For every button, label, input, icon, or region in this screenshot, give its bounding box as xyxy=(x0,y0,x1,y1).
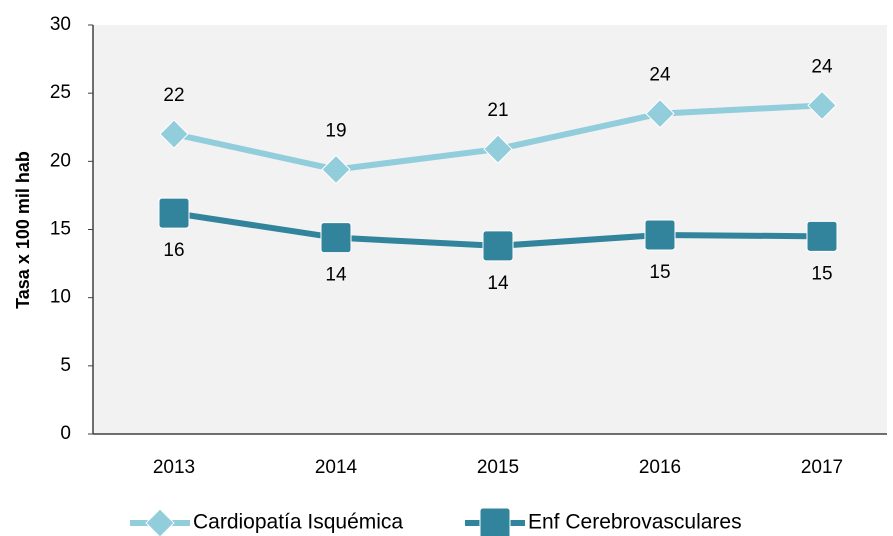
marker xyxy=(158,197,190,229)
data-label: 22 xyxy=(163,85,184,106)
legend-marker xyxy=(479,507,511,536)
x-tick-label: 2017 xyxy=(801,457,843,478)
legend-label: Enf Cerebrovasculares xyxy=(528,511,742,534)
marker xyxy=(482,230,514,262)
y-tick-label: 15 xyxy=(50,219,71,240)
legend-label: Cardiopatía Isquémica xyxy=(193,511,403,534)
marker xyxy=(806,220,838,252)
data-label: 24 xyxy=(811,56,833,77)
marker xyxy=(483,134,513,164)
x-tick-label: 2013 xyxy=(153,457,195,478)
data-label: 15 xyxy=(649,262,670,283)
marker xyxy=(321,154,351,185)
y-tick-label: 0 xyxy=(60,423,71,444)
data-label: 15 xyxy=(811,263,832,284)
y-tick-label: 10 xyxy=(50,287,71,308)
y-axis-label: Tasa x 100 mil hab xyxy=(13,151,33,309)
marker xyxy=(644,219,676,251)
x-tick-label: 2014 xyxy=(315,457,358,478)
plot-area xyxy=(93,25,887,434)
x-tick-label: 2015 xyxy=(477,457,519,478)
data-label: 21 xyxy=(487,100,508,121)
y-tick-label: 5 xyxy=(60,355,71,376)
data-label: 14 xyxy=(487,273,509,294)
legend-marker xyxy=(145,508,175,536)
marker xyxy=(645,98,675,129)
data-label: 24 xyxy=(649,65,671,86)
marker xyxy=(807,90,837,121)
marker xyxy=(159,119,189,149)
y-tick-label: 30 xyxy=(50,14,71,35)
data-label: 16 xyxy=(163,240,184,261)
y-tick-label: 20 xyxy=(50,150,71,171)
marker xyxy=(320,222,352,254)
y-tick-label: 25 xyxy=(50,82,71,103)
data-label: 14 xyxy=(325,265,347,286)
x-tick-label: 2016 xyxy=(639,457,681,478)
data-label: 19 xyxy=(325,121,346,142)
